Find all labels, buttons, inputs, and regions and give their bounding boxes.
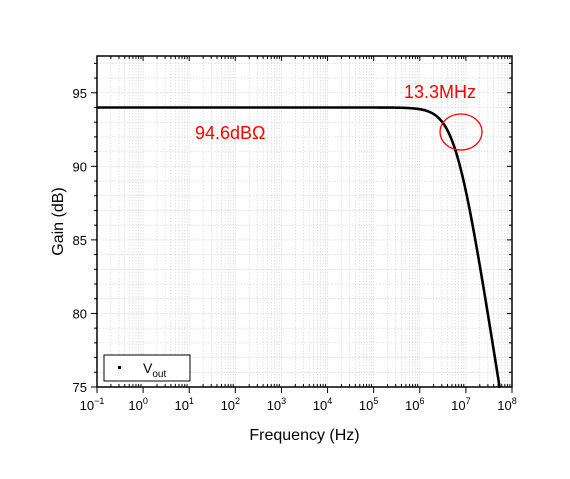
x-tick-label-base: 10	[221, 398, 235, 413]
x-tick-label-exponent: 1	[189, 396, 194, 406]
x-tick-label-base: 10	[128, 398, 142, 413]
y-tick-label: 80	[73, 306, 87, 321]
series-line-vout	[97, 106, 501, 389]
x-tick-label: 108	[497, 396, 516, 413]
x-tick-label-base: 10	[267, 398, 281, 413]
x-tick-label: 103	[267, 396, 286, 413]
legend-label-main: V	[143, 360, 153, 376]
x-tick-label-base: 10	[174, 398, 188, 413]
x-tick-label-exponent: 5	[373, 396, 378, 406]
axis-ticks	[91, 56, 513, 393]
x-tick-labels: 10−1 100 101 102 103 104 105 106 107 108	[80, 396, 517, 413]
x-tick-label-base: 10	[405, 398, 419, 413]
x-tick-label-base: 10	[80, 398, 94, 413]
grid	[96, 56, 512, 388]
x-tick-label: 102	[221, 396, 240, 413]
x-tick-label-exponent: 2	[235, 396, 240, 406]
x-tick-label-base: 10	[451, 398, 465, 413]
x-tick-label-exponent: 8	[512, 396, 517, 406]
y-tick-labels: 75 80 85 90 95	[73, 86, 87, 395]
y-axis-title: Gain (dB)	[50, 187, 67, 255]
y-tick-label: 75	[73, 380, 87, 395]
x-tick-label-exponent: 7	[466, 396, 471, 406]
x-axis-title: Frequency (Hz)	[249, 427, 359, 444]
x-tick-label: 106	[405, 396, 424, 413]
x-tick-label-base: 10	[313, 398, 327, 413]
x-tick-label-exponent: 0	[143, 396, 148, 406]
legend-label-subscript: out	[152, 369, 166, 380]
plot-frame	[96, 55, 513, 388]
x-tick-label-exponent: −1	[94, 396, 104, 406]
x-tick-label: 105	[359, 396, 378, 413]
x-tick-label-exponent: 3	[281, 396, 286, 406]
annotation-dc-gain: 94.6dBΩ	[195, 123, 266, 143]
x-tick-label: 107	[451, 396, 470, 413]
y-tick-label: 85	[73, 233, 87, 248]
x-tick-label-base: 10	[497, 398, 511, 413]
y-tick-label: 95	[73, 86, 87, 101]
y-tick-label: 90	[73, 159, 87, 174]
x-tick-label: 10−1	[80, 396, 105, 413]
legend-marker	[118, 366, 121, 369]
x-tick-label: 100	[128, 396, 147, 413]
legend: Vout	[103, 354, 191, 382]
x-tick-label-exponent: 4	[327, 396, 332, 406]
x-tick-label-exponent: 6	[420, 396, 425, 406]
x-tick-label: 104	[313, 396, 332, 413]
x-tick-label-base: 10	[359, 398, 373, 413]
annotation-corner-frequency: 13.3MHz	[404, 82, 476, 102]
legend-label: Vout	[143, 360, 166, 380]
corner-highlight-circle	[439, 113, 483, 151]
x-tick-label: 101	[174, 396, 193, 413]
